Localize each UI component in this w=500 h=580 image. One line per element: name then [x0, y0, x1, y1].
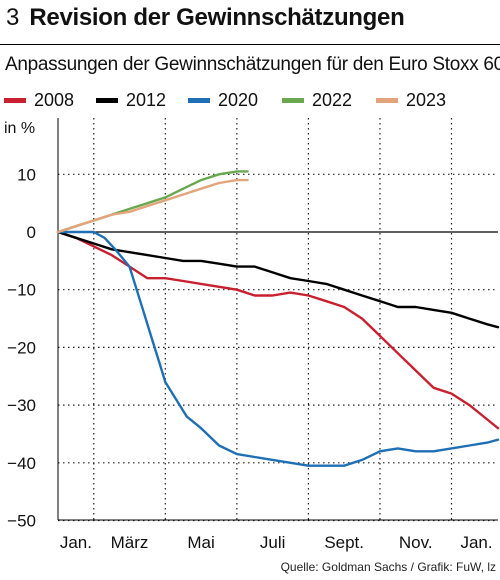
chart-title: Revision der Gewinnschätzungen — [29, 4, 405, 31]
x-tick-label: März — [111, 533, 149, 552]
legend-swatch — [376, 97, 398, 103]
series-line-2012 — [56, 230, 500, 329]
legend-label: 2022 — [312, 89, 353, 110]
x-tick-label: Sept. — [324, 533, 364, 552]
legend-label: 2023 — [406, 89, 447, 110]
chart-number: 3 — [6, 4, 20, 31]
series-line-2020 — [56, 230, 500, 467]
legend-swatch — [188, 97, 210, 103]
series-line-2008 — [56, 230, 500, 430]
y-tick-label: −40 — [7, 454, 36, 473]
legend-swatch — [282, 97, 304, 103]
x-tick-label: Juli — [260, 533, 286, 552]
legend-label: 2008 — [34, 89, 75, 110]
source-note: Quelle: Goldman Sachs / Grafik: FuW, lz — [280, 560, 496, 574]
legend-item-2022: 2022 — [282, 88, 352, 112]
legend-label: 2012 — [126, 89, 167, 110]
x-tick-label: Nov. — [399, 533, 433, 552]
legend-swatch — [96, 97, 118, 103]
chart-legend: 2008 2012 2020 2022 2023 — [0, 88, 500, 112]
y-tick-label: 10 — [17, 165, 36, 184]
legend-swatch — [4, 97, 26, 103]
y-tick-label: −30 — [7, 396, 36, 415]
legend-label: 2020 — [218, 89, 259, 110]
chart-header: 3 Revision der Gewinnschätzungen — [6, 4, 405, 42]
y-tick-label: −10 — [7, 281, 36, 300]
x-tick-label: Jan. — [60, 533, 92, 552]
y-tick-label: −50 — [7, 512, 36, 531]
series-line-2023 — [56, 178, 249, 234]
x-tick-label: Jan. — [460, 533, 492, 552]
y-tick-label: −20 — [7, 338, 36, 357]
x-tick-label: Mai — [187, 533, 214, 552]
legend-item-2008: 2008 — [4, 88, 74, 112]
title-divider — [0, 44, 500, 45]
chart-subtitle: Anpassungen der Gewinnschätzungen für de… — [5, 54, 500, 75]
legend-item-2023: 2023 — [376, 88, 446, 112]
y-tick-label: 0 — [27, 223, 36, 242]
legend-item-2020: 2020 — [188, 88, 258, 112]
y-axis-unit-label: in % — [4, 120, 36, 137]
legend-item-2012: 2012 — [96, 88, 166, 112]
